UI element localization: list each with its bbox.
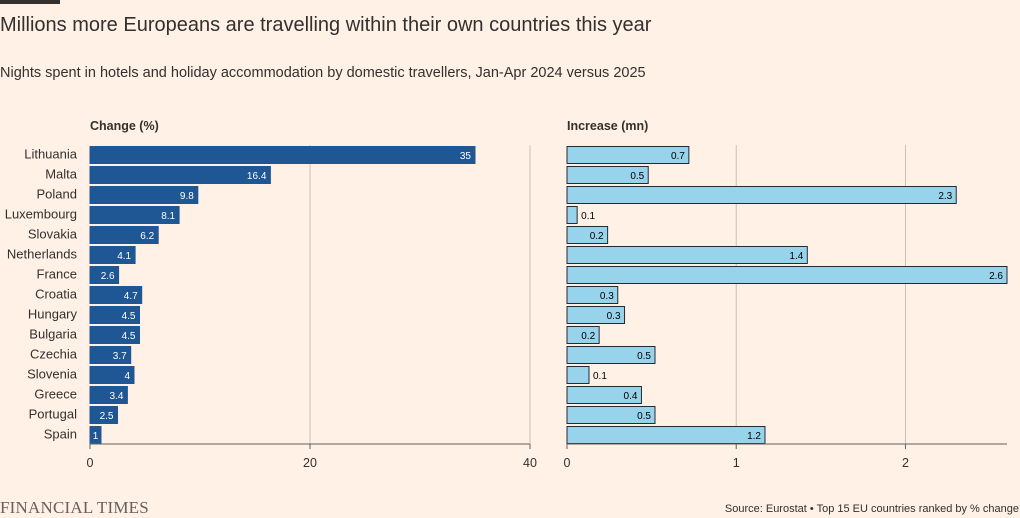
increase-value-label: 0.5 xyxy=(637,411,651,422)
category-label: Luxembourg xyxy=(5,207,77,222)
increase-bar xyxy=(566,286,619,304)
increase-panel-title: Increase (mn) xyxy=(567,119,648,133)
change-value-label: 6.2 xyxy=(140,231,154,242)
change-bar xyxy=(89,346,132,364)
increase-value-label: 0.5 xyxy=(637,351,651,362)
change-bar xyxy=(89,186,199,204)
change-value-label: 1 xyxy=(93,431,99,442)
increase-value-label: 0.1 xyxy=(581,211,595,222)
category-label: Malta xyxy=(45,167,78,182)
change-value-label: 8.1 xyxy=(161,211,175,222)
change-bar xyxy=(89,406,118,424)
category-label: Netherlands xyxy=(7,247,78,262)
increase-bar xyxy=(566,146,690,164)
increase-value-label: 0.2 xyxy=(590,231,604,242)
change-value-label: 35 xyxy=(460,151,472,162)
increase-bar xyxy=(566,166,649,184)
category-label: Greece xyxy=(34,387,77,402)
increase-tick-label: 0 xyxy=(564,456,571,470)
increase-value-label: 0.4 xyxy=(624,391,638,402)
category-label: Poland xyxy=(37,187,77,202)
chart-subtitle: Nights spent in hotels and holiday accom… xyxy=(0,65,646,81)
change-value-label: 16.4 xyxy=(247,171,267,182)
change-value-label: 4.5 xyxy=(122,311,136,322)
change-value-label: 3.4 xyxy=(109,391,123,402)
increase-bar xyxy=(566,326,600,344)
change-panel-title: Change (%) xyxy=(90,119,159,133)
change-bar xyxy=(89,206,180,224)
change-value-label: 4 xyxy=(124,371,130,382)
increase-bar xyxy=(566,266,1008,284)
category-label: Lithuania xyxy=(24,147,78,162)
increase-value-label: 0.3 xyxy=(600,291,614,302)
source-note: Source: Eurostat • Top 15 EU countries r… xyxy=(724,503,1019,515)
category-label: Bulgaria xyxy=(29,327,77,342)
change-value-label: 2.6 xyxy=(101,271,115,282)
change-bar xyxy=(89,286,143,304)
increase-bar xyxy=(566,186,957,204)
change-bar xyxy=(89,306,140,324)
change-value-label: 4.5 xyxy=(122,331,136,342)
increase-value-label: 0.3 xyxy=(607,311,621,322)
increase-bar xyxy=(566,386,642,404)
increase-value-label: 0.5 xyxy=(630,171,644,182)
change-bar xyxy=(89,266,120,284)
change-bar xyxy=(89,226,159,244)
increase-bar xyxy=(566,406,656,424)
change-tick-label: 40 xyxy=(523,456,537,470)
change-value-label: 4.7 xyxy=(124,291,138,302)
increase-bar xyxy=(566,346,656,364)
increase-bar xyxy=(566,366,590,384)
category-label: Czechia xyxy=(30,347,78,362)
category-label: Slovenia xyxy=(27,367,78,382)
change-bar xyxy=(89,366,135,384)
change-tick-label: 0 xyxy=(87,456,94,470)
increase-value-label: 2.3 xyxy=(938,191,952,202)
change-bar xyxy=(89,246,136,264)
ft-top-rule xyxy=(0,0,60,4)
change-tick-label: 20 xyxy=(303,456,317,470)
increase-tick-label: 1 xyxy=(733,456,740,470)
category-label: Portugal xyxy=(29,407,78,422)
increase-value-label: 0.1 xyxy=(593,371,607,382)
increase-bar xyxy=(566,306,626,324)
increase-value-label: 0.7 xyxy=(671,151,685,162)
change-bar xyxy=(89,386,128,404)
category-label: Slovakia xyxy=(28,227,78,242)
change-value-label: 2.5 xyxy=(100,411,114,422)
increase-bar xyxy=(566,426,766,444)
category-label: France xyxy=(37,267,77,282)
increase-value-label: 2.6 xyxy=(989,271,1003,282)
ft-logo: FINANCIAL TIMES xyxy=(0,498,149,517)
increase-tick-label: 2 xyxy=(902,456,909,470)
increase-bar xyxy=(566,206,578,224)
change-value-label: 4.1 xyxy=(117,251,131,262)
change-bar xyxy=(89,326,140,344)
increase-value-label: 0.2 xyxy=(581,331,595,342)
category-label: Hungary xyxy=(28,307,78,322)
change-bar xyxy=(89,146,476,164)
increase-bar xyxy=(566,226,609,244)
increase-value-label: 1.2 xyxy=(747,431,761,442)
category-label: Spain xyxy=(44,427,77,442)
change-bar xyxy=(89,166,271,184)
increase-bar xyxy=(566,246,808,264)
change-value-label: 9.8 xyxy=(180,191,194,202)
category-label: Croatia xyxy=(35,287,78,302)
change-value-label: 3.7 xyxy=(113,351,127,362)
chart-title: Millions more Europeans are travelling w… xyxy=(0,14,652,36)
increase-value-label: 1.4 xyxy=(789,251,803,262)
